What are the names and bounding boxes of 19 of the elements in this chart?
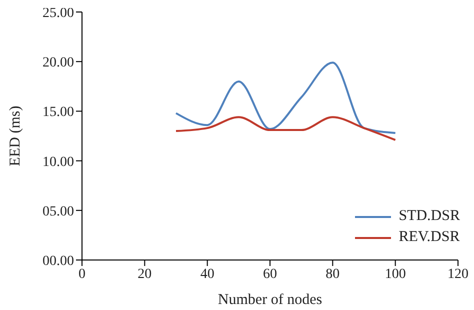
- x-tick-label: 100: [384, 266, 406, 282]
- legend-label: STD.DSR: [398, 208, 460, 225]
- x-tick-label: 0: [78, 266, 86, 282]
- y-tick-label: 15.00: [42, 105, 74, 120]
- y-axis-title: EED (ms): [7, 106, 24, 166]
- x-axis-title: Number of nodes: [218, 292, 322, 308]
- y-tick-label: 20.00: [42, 56, 74, 71]
- y-tick-label: 25.00: [42, 6, 74, 21]
- y-tick-label: 10.00: [42, 154, 74, 170]
- x-tick-label: 60: [263, 266, 277, 282]
- y-tick-label: 05.00: [42, 204, 74, 220]
- x-tick-label: 40: [200, 266, 214, 282]
- y-tick-label: 00.00: [42, 254, 74, 269]
- x-tick-label: 20: [138, 266, 152, 282]
- line-series: [175, 62, 396, 134]
- legend-label: REV.DSR: [398, 229, 460, 246]
- line-series: [175, 116, 396, 141]
- x-tick-label: 80: [326, 266, 340, 282]
- x-tick-label: 120: [448, 266, 468, 282]
